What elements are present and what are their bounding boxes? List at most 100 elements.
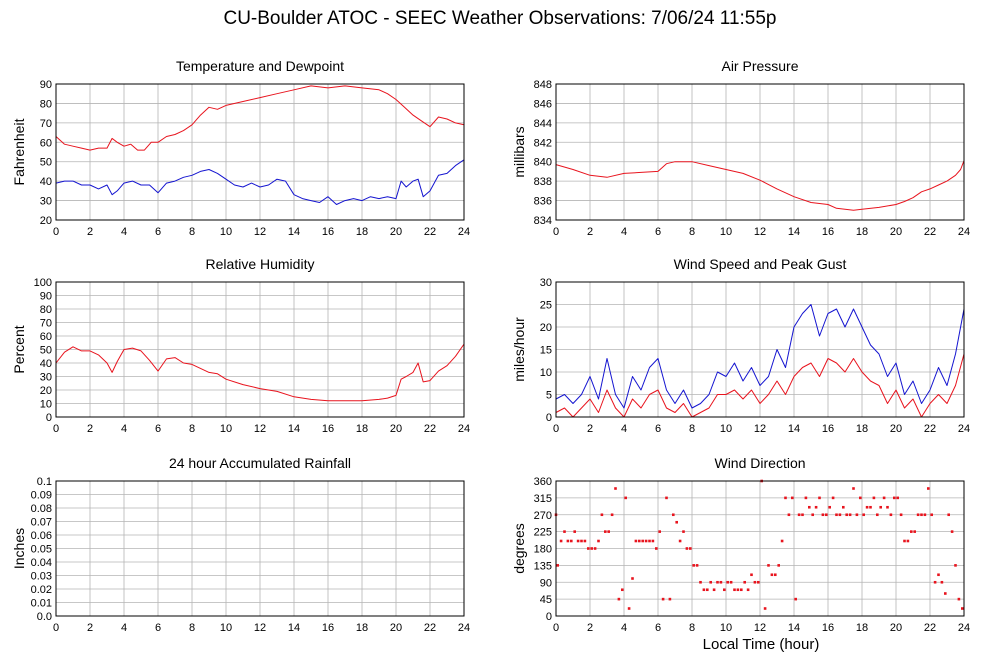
temp-x-tick-label: 24	[458, 226, 470, 238]
pressure-x-tick-label: 4	[621, 226, 627, 238]
wind-x-tick-label: 2	[587, 423, 593, 435]
direction-frame	[555, 480, 965, 617]
pressure-x-tick-label: 12	[754, 226, 766, 238]
rain-x-tick-label: 4	[121, 622, 127, 634]
direction-point	[621, 588, 624, 592]
temp-x-tick-label: 0	[53, 226, 59, 238]
humidity-x-tick-label: 18	[356, 423, 368, 435]
pressure-x-tick-label: 22	[924, 226, 936, 238]
pressure-y-tick-label: 838	[534, 176, 552, 188]
humidity-x-tick-label: 8	[189, 423, 195, 435]
direction-point	[920, 513, 923, 517]
direction-point	[797, 513, 801, 517]
direction-x-tick-label: 10	[720, 622, 732, 634]
direction-point	[893, 496, 896, 500]
direction-point	[954, 564, 957, 567]
direction-point	[719, 580, 723, 584]
pressure-x-tick-label: 24	[958, 226, 970, 238]
direction-point	[825, 513, 828, 517]
direction-chart: 0 2 4 6 8 10 12 14 16 18 20 22 240459013518022527031…	[511, 455, 970, 634]
direction-y-tick-label: 135	[534, 560, 552, 572]
rain-x-tick-label: 6	[155, 622, 161, 634]
temp-title: Temperature and Dewpoint	[176, 58, 344, 74]
humidity-x-tick-label: 24	[458, 423, 470, 435]
direction-point	[590, 547, 593, 550]
rain-y-tick-label: 0.07	[31, 517, 52, 529]
wind-x-tick-label: 10	[720, 423, 732, 435]
direction-point	[563, 530, 566, 533]
temp-y-tick-label: 40	[40, 176, 52, 188]
humidity-y-tick-label: 20	[40, 385, 52, 397]
rain-x-tick-label: 0	[53, 622, 59, 634]
temp-x-tick-label: 20	[390, 226, 402, 238]
direction-point	[811, 513, 814, 517]
direction-point	[763, 607, 767, 610]
direction-point	[706, 588, 709, 592]
wind-frame	[555, 281, 965, 418]
wind-series-line	[555, 304, 965, 409]
direction-point	[950, 530, 954, 533]
direction-point	[821, 513, 825, 517]
direction-point	[794, 597, 797, 601]
rain-x-tick-label: 22	[424, 622, 436, 634]
rain-title: 24 hour Accumulated Rainfall	[169, 455, 351, 471]
wind-y-axis-label: miles/hour	[511, 317, 527, 382]
direction-point	[678, 539, 682, 543]
humidity-x-tick-label: 0	[53, 423, 59, 435]
direction-x-tick-label: 22	[924, 622, 936, 634]
pressure-y-tick-label: 842	[534, 137, 552, 149]
direction-point	[927, 487, 930, 490]
pressure-frame	[555, 83, 965, 221]
temp-x-tick-label: 14	[288, 226, 300, 238]
wind-y-tick-label: 30	[540, 277, 552, 289]
pressure-x-tick-label: 20	[890, 226, 902, 238]
wind-y-tick-label: 10	[540, 367, 552, 379]
direction-point	[576, 539, 580, 543]
direction-point	[869, 505, 872, 509]
direction-point	[930, 513, 933, 517]
pressure-y-tick-label: 836	[534, 196, 552, 208]
direction-point	[614, 487, 617, 490]
humidity-x-tick-label: 14	[288, 423, 300, 435]
temp-x-tick-label: 10	[220, 226, 232, 238]
direction-point	[859, 496, 862, 500]
rain-chart: 0 2 4 6 8 10 12 14 16 18 20 22 240.00.010.020.030.04…	[11, 455, 470, 634]
direction-point	[767, 564, 770, 567]
direction-point	[580, 539, 583, 543]
rain-x-tick-label: 8	[189, 622, 195, 634]
direction-point	[848, 513, 852, 517]
rain-y-tick-label: 0.08	[31, 503, 52, 515]
direction-point	[661, 597, 665, 601]
humidity-y-tick-label: 10	[40, 399, 52, 411]
direction-point	[655, 547, 658, 550]
direction-x-tick-label: 24	[958, 622, 970, 634]
direction-point	[736, 588, 740, 592]
direction-point	[753, 580, 757, 584]
direction-point	[617, 597, 621, 601]
direction-point	[668, 597, 672, 601]
wind-y-tick-label: 20	[540, 322, 552, 334]
direction-point	[685, 547, 689, 550]
wind-x-tick-label: 12	[754, 423, 766, 435]
pressure-chart: 0 2 4 6 8 10 12 14 16 18 20 22 248348368388408428448…	[511, 58, 970, 238]
direction-point	[631, 577, 634, 580]
direction-point	[903, 539, 906, 543]
humidity-y-tick-label: 90	[40, 291, 52, 303]
direction-point	[872, 496, 876, 500]
wind-y-tick-label: 5	[546, 390, 552, 402]
direction-point	[723, 588, 726, 592]
direction-point	[879, 505, 882, 509]
direction-point	[610, 513, 614, 517]
direction-point	[740, 588, 743, 592]
direction-point	[583, 539, 587, 543]
wind-x-tick-label: 22	[924, 423, 936, 435]
temp-y-tick-label: 80	[40, 98, 52, 110]
direction-point	[791, 496, 794, 500]
pressure-y-axis-label: millibars	[511, 126, 527, 177]
direction-point	[702, 588, 706, 592]
direction-point	[923, 513, 927, 517]
direction-point	[627, 607, 631, 610]
rain-x-tick-label: 12	[254, 622, 266, 634]
direction-point	[838, 513, 842, 517]
humidity-frame	[55, 281, 465, 418]
